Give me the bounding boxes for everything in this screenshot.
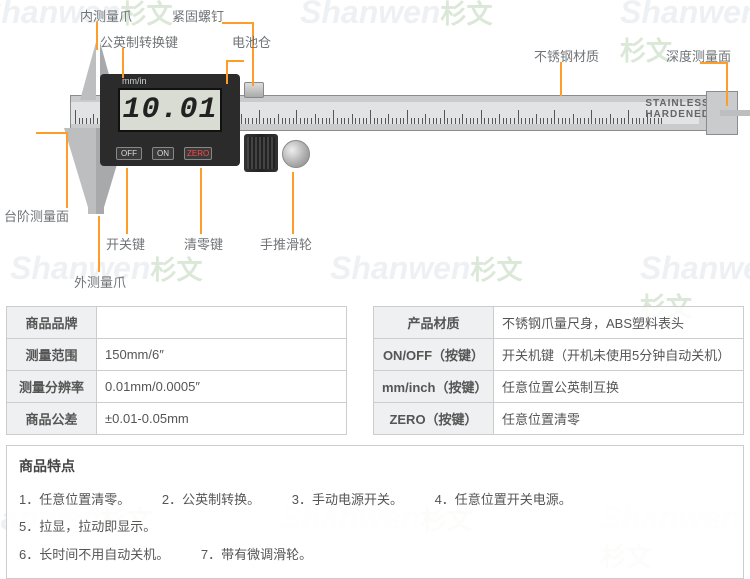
features-list: 1．任意位置清零。 2．公英制转换。 3．手动电源开关。 4．任意位置开关电源。…	[19, 486, 731, 568]
label-zero: 清零键	[184, 234, 223, 253]
label-inner-jaw: 内测量爪	[80, 6, 132, 25]
cell: 测量分辨率	[7, 371, 97, 403]
leader	[726, 62, 728, 106]
outer-jaw-left-edge	[88, 128, 96, 214]
feature-item: 2．公英制转换。	[162, 486, 260, 513]
fine-roller	[282, 140, 310, 168]
cell: 不锈钢爪量尺身，ABS塑料表头	[494, 307, 744, 339]
cell: ON/OFF（按键）	[374, 339, 494, 371]
mm-in-label: mm/in	[122, 76, 147, 86]
cell: mm/inch（按键）	[374, 371, 494, 403]
ruler-text: STAINLESS HARDENED	[645, 98, 710, 120]
label-stainless: 不锈钢材质	[534, 46, 599, 65]
leader	[700, 62, 726, 64]
cell: 0.01mm/0.0005″	[97, 371, 347, 403]
on-button: ON	[152, 147, 174, 160]
leader	[292, 172, 294, 234]
leader	[98, 216, 100, 272]
inner-jaw-left	[80, 42, 96, 100]
depth-rod	[720, 110, 750, 116]
off-button: OFF	[116, 147, 142, 160]
lcd-screen: 10.01	[118, 88, 222, 132]
feature-item: 6．长时间不用自动关机。	[19, 541, 169, 568]
thumb-wheel	[244, 134, 278, 172]
cell: 产品材质	[374, 307, 494, 339]
label-onoff: 开关键	[106, 234, 145, 253]
digital-head: mm/in 10.01 OFF ON ZERO	[100, 74, 240, 166]
leader	[226, 60, 244, 62]
label-step-face: 台阶测量面	[4, 206, 69, 225]
feature-item: 3．手动电源开关。	[292, 486, 403, 513]
cell: 测量范围	[7, 339, 97, 371]
cell: 任意位置公英制互换	[494, 371, 744, 403]
leader	[560, 62, 562, 96]
features-box: 商品特点 1．任意位置清零。 2．公英制转换。 3．手动电源开关。 4．任意位置…	[6, 445, 744, 579]
cell	[97, 307, 347, 339]
caliper-diagram: STAINLESS HARDENED mm/in 10.01 OFF ON ZE…	[0, 0, 750, 300]
cell: 商品品牌	[7, 307, 97, 339]
label-battery: 电池仓	[232, 32, 271, 51]
label-outer-jaw: 外测量爪	[74, 272, 126, 291]
leader	[222, 22, 252, 24]
zero-button: ZERO	[184, 147, 212, 160]
leader	[66, 132, 68, 208]
features-title: 商品特点	[19, 456, 731, 476]
spec-table-left: 商品品牌 测量范围150mm/6″ 测量分辨率0.01mm/0.0005″ 商品…	[6, 306, 347, 435]
label-thumb: 手推滑轮	[260, 234, 312, 253]
label-lock-screw: 紧固螺钉	[172, 6, 224, 25]
feature-item: 4．任意位置开关电源。	[435, 486, 572, 513]
feature-item: 5．拉显，拉动即显示。	[19, 513, 156, 540]
leader	[200, 168, 202, 234]
label-mm-inch: 公英制转换键	[100, 32, 178, 51]
lock-screw	[244, 82, 264, 98]
cell: ZERO（按键）	[374, 403, 494, 435]
cell: 任意位置清零	[494, 403, 744, 435]
cell: 开关机键（开机未使用5分钟自动关机）	[494, 339, 744, 371]
leader	[226, 60, 228, 84]
leader	[122, 48, 124, 78]
cell: 商品公差	[7, 403, 97, 435]
feature-item: 7．带有微调滑轮。	[201, 541, 312, 568]
leader	[126, 168, 128, 234]
feature-item: 1．任意位置清零。	[19, 486, 130, 513]
spec-table-right: 产品材质不锈钢爪量尺身，ABS塑料表头 ON/OFF（按键）开关机键（开机未使用…	[373, 306, 744, 435]
leader	[36, 132, 66, 134]
leader	[96, 22, 98, 50]
cell: 150mm/6″	[97, 339, 347, 371]
cell: ±0.01-0.05mm	[97, 403, 347, 435]
